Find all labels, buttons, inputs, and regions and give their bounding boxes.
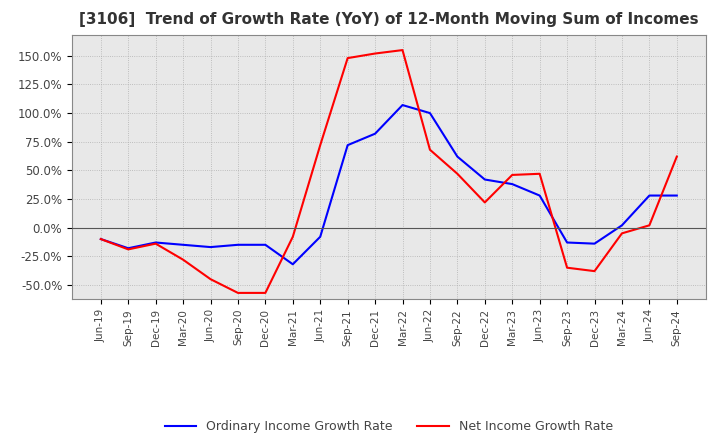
Ordinary Income Growth Rate: [398, 103, 407, 108]
Legend: Ordinary Income Growth Rate, Net Income Growth Rate: Ordinary Income Growth Rate, Net Income …: [160, 415, 618, 438]
Net Income Growth Rate: [206, 276, 215, 282]
Ordinary Income Growth Rate: [316, 234, 325, 239]
Ordinary Income Growth Rate: [96, 236, 105, 242]
Net Income Growth Rate: [316, 143, 325, 148]
Line: Net Income Growth Rate: Net Income Growth Rate: [101, 50, 677, 293]
Ordinary Income Growth Rate: [618, 223, 626, 228]
Ordinary Income Growth Rate: [124, 246, 132, 251]
Net Income Growth Rate: [179, 257, 187, 262]
Ordinary Income Growth Rate: [371, 131, 379, 136]
Net Income Growth Rate: [261, 290, 270, 296]
Net Income Growth Rate: [289, 234, 297, 239]
Net Income Growth Rate: [371, 51, 379, 56]
Net Income Growth Rate: [96, 236, 105, 242]
Net Income Growth Rate: [151, 241, 160, 246]
Ordinary Income Growth Rate: [426, 110, 434, 116]
Ordinary Income Growth Rate: [151, 240, 160, 245]
Line: Ordinary Income Growth Rate: Ordinary Income Growth Rate: [101, 105, 677, 264]
Net Income Growth Rate: [645, 223, 654, 228]
Ordinary Income Growth Rate: [453, 154, 462, 159]
Net Income Growth Rate: [536, 171, 544, 176]
Ordinary Income Growth Rate: [289, 262, 297, 267]
Net Income Growth Rate: [426, 147, 434, 152]
Net Income Growth Rate: [508, 172, 516, 178]
Title: [3106]  Trend of Growth Rate (YoY) of 12-Month Moving Sum of Incomes: [3106] Trend of Growth Rate (YoY) of 12-…: [79, 12, 698, 27]
Net Income Growth Rate: [453, 171, 462, 176]
Ordinary Income Growth Rate: [179, 242, 187, 247]
Ordinary Income Growth Rate: [480, 177, 489, 182]
Ordinary Income Growth Rate: [672, 193, 681, 198]
Ordinary Income Growth Rate: [645, 193, 654, 198]
Net Income Growth Rate: [590, 268, 599, 274]
Net Income Growth Rate: [480, 200, 489, 205]
Ordinary Income Growth Rate: [536, 193, 544, 198]
Ordinary Income Growth Rate: [563, 240, 572, 245]
Ordinary Income Growth Rate: [343, 143, 352, 148]
Ordinary Income Growth Rate: [233, 242, 242, 247]
Ordinary Income Growth Rate: [590, 241, 599, 246]
Ordinary Income Growth Rate: [508, 181, 516, 187]
Net Income Growth Rate: [233, 290, 242, 296]
Ordinary Income Growth Rate: [261, 242, 270, 247]
Net Income Growth Rate: [563, 265, 572, 270]
Net Income Growth Rate: [672, 154, 681, 159]
Net Income Growth Rate: [618, 231, 626, 236]
Ordinary Income Growth Rate: [206, 245, 215, 250]
Net Income Growth Rate: [398, 48, 407, 53]
Net Income Growth Rate: [124, 247, 132, 252]
Net Income Growth Rate: [343, 55, 352, 61]
